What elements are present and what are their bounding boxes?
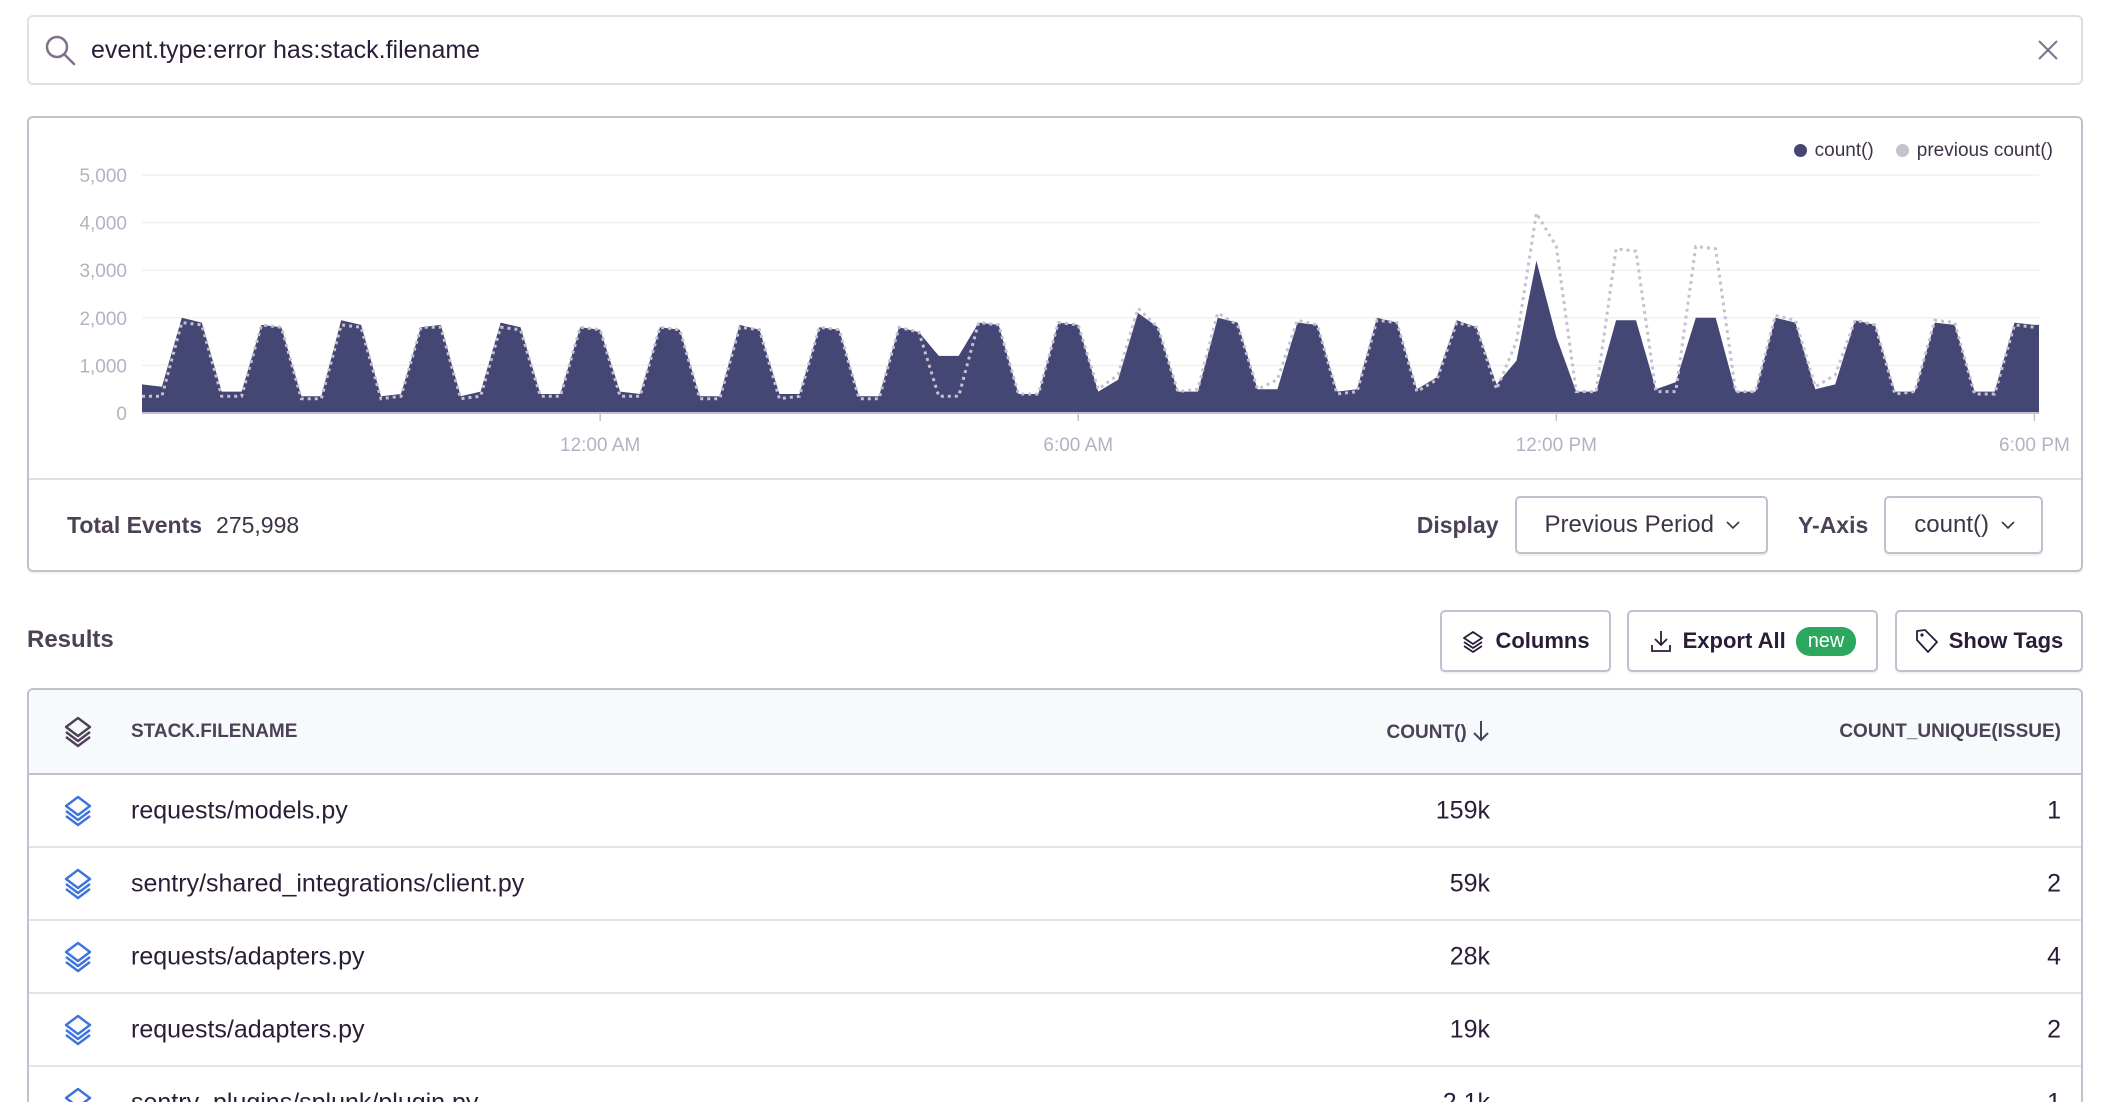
search-bar[interactable]: event.type:error has:stack.filename [27,15,2083,85]
export-all-label: Export All [1682,628,1786,653]
previous-count-series-line [142,208,2035,401]
total-events-label: Total Events [67,511,203,538]
show-tags-label: Show Tags [1948,628,2064,653]
y-tick-label: 5,000 [79,166,127,187]
x-tick-label: 12:00 AM [560,435,640,456]
search-query[interactable]: event.type:error has:stack.filename [91,35,481,64]
chevron-down-icon [2001,521,2015,530]
close-icon[interactable] [2033,35,2063,65]
table-row[interactable]: requests/adapters.py 19k 2 [29,994,2081,1067]
layers-icon [64,716,92,747]
table-row[interactable]: sentry_plugins/splunk/plugin.py 2.1k 1 [29,1067,2081,1102]
legend-item-previous-count[interactable]: previous count() [1895,140,2053,162]
yaxis-dropdown[interactable]: count() [1884,496,2043,554]
chart-footer: Total Events 275,998 Display Previous Pe… [29,478,2081,570]
header-count-unique-issue[interactable]: COUNT_UNIQUE(ISSUE) [1839,720,2061,742]
y-tick-label: 4,000 [79,214,127,235]
y-tick-label: 1,000 [79,356,127,377]
count-unique-cell: 1 [2047,796,2061,824]
results-title: Results [27,626,114,653]
layers-icon[interactable] [63,941,93,973]
display-dropdown[interactable]: Previous Period [1514,496,1768,554]
new-badge: new [1795,626,1857,656]
header-stack-filename[interactable]: STACK.FILENAME [131,720,298,742]
count-cell: 2.1k [1442,1088,1490,1102]
count-cell: 159k [1435,796,1490,824]
columns-button[interactable]: Columns [1440,610,1611,672]
x-tick-label: 12:00 PM [1516,435,1597,456]
chart-panel: 0 1,000 2,000 3,000 4,000 5,000 12:00 AM 6:00 A… [27,116,2083,572]
count-unique-cell: 2 [2047,1015,2061,1043]
display-label: Display [1416,511,1499,538]
y-tick-label: 2,000 [79,309,127,330]
results-table: STACK.FILENAME COUNT() COUNT_UNIQUE(ISSU… [27,688,2083,1102]
tag-icon [1915,629,1938,653]
count-unique-cell: 1 [2047,1088,2061,1102]
chevron-down-icon [1726,521,1740,530]
legend-dot-icon [1895,144,1909,158]
display-value: Previous Period [1544,511,1714,538]
yaxis-value: count() [1914,511,1989,538]
count-series-area [142,260,2039,413]
table-header: STACK.FILENAME COUNT() COUNT_UNIQUE(ISSU… [29,690,2081,775]
arrow-down-icon [1473,720,1489,741]
show-tags-button[interactable]: Show Tags [1895,610,2083,672]
x-tick-label: 6:00 PM [1999,435,2070,456]
chart-legend: count() previous count() [1793,140,2053,162]
export-all-button[interactable]: Export All new [1627,610,1878,672]
legend-item-count[interactable]: count() [1793,140,1874,162]
filename-cell[interactable]: requests/adapters.py [131,942,365,970]
table-row[interactable]: sentry/shared_integrations/client.py 59k 2 [29,848,2081,921]
layers-icon[interactable] [63,868,93,900]
legend-label: count() [1814,140,1874,161]
filename-cell[interactable]: sentry/shared_integrations/client.py [131,869,525,897]
y-tick-label: 0 [116,404,127,425]
table-row[interactable]: requests/adapters.py 28k 4 [29,921,2081,994]
x-tick-label: 6:00 AM [1043,435,1113,456]
filename-cell[interactable]: sentry_plugins/splunk/plugin.py [131,1088,479,1102]
layers-icon [1463,631,1484,653]
layers-icon[interactable] [63,1014,93,1046]
events-chart: 0 1,000 2,000 3,000 4,000 5,000 12:00 AM 6:00 A… [79,166,2070,456]
layers-icon[interactable] [63,1087,93,1102]
count-cell: 19k [1449,1015,1490,1043]
count-cell: 28k [1449,942,1490,970]
filename-cell[interactable]: requests/models.py [131,796,348,824]
filename-cell[interactable]: requests/adapters.py [131,1015,365,1043]
header-count-label: COUNT() [1386,721,1467,743]
header-count[interactable]: COUNT() [1387,720,1490,744]
count-unique-cell: 4 [2047,942,2061,970]
y-tick-label: 3,000 [79,261,127,282]
count-unique-cell: 2 [2047,869,2061,897]
yaxis-label: Y-Axis [1797,511,1869,538]
legend-dot-icon [1793,144,1807,158]
columns-label: Columns [1495,628,1590,653]
count-cell: 59k [1449,869,1490,897]
search-icon [45,35,76,66]
layers-icon[interactable] [63,795,93,827]
legend-label: previous count() [1916,140,2053,161]
download-icon [1650,631,1671,652]
total-events-value: 275,998 [216,511,300,538]
table-row[interactable]: requests/models.py 159k 1 [29,775,2081,848]
